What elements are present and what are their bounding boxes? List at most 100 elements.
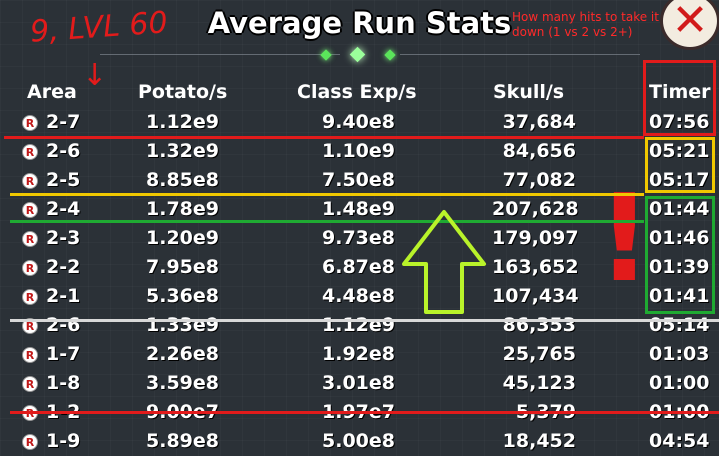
cell-potato: 1.12e9 [146,111,219,133]
close-icon: ✕ [671,0,709,46]
cell-skull: 86,353 [502,314,576,336]
cell-exp: 3.01e8 [322,372,395,394]
table-row[interactable]: R 2-7 1.12e9 9.40e8 37,684 07:56 [0,108,719,137]
area-icon: R [22,115,38,131]
cell-area: 2-7 [46,111,81,133]
cell-timer: 01:41 [649,285,710,307]
cell-skull: 45,123 [502,372,576,394]
cell-area: 2-6 [46,140,81,162]
gem-icon [384,49,396,61]
table-row[interactable]: R 2-5 8.85e8 7.50e8 77,082 05:17 [0,166,719,195]
area-icon: R [22,318,38,334]
cell-area: 1-8 [46,372,81,394]
cell-exp: 6.87e8 [322,256,395,278]
table-row[interactable]: R 2-2 7.95e8 6.87e8 163,652 01:39 [0,253,719,282]
cell-skull: 84,656 [502,140,576,162]
divider-red-bottom [10,411,719,414]
cell-timer: 01:00 [649,372,710,394]
cell-potato: 1.78e9 [146,198,219,220]
cell-area: 2-2 [46,256,81,278]
column-header-skull[interactable]: Skull/s [493,81,565,103]
cell-timer: 01:46 [649,227,710,249]
cell-potato: 1.33e9 [146,314,219,336]
area-icon: R [22,347,38,363]
column-header-exp[interactable]: Class Exp/s [297,81,417,103]
divider-white [10,319,719,322]
cell-timer: 01:03 [649,343,710,365]
cell-timer: 07:56 [649,111,710,133]
cell-skull: 25,765 [502,343,576,365]
arrow-down-icon: ↓ [82,58,108,93]
column-header-area[interactable]: Area [27,81,77,103]
cell-area: 2-4 [46,198,81,220]
cell-exp: 1.48e9 [322,198,395,220]
area-icon: R [22,173,38,189]
table-row[interactable]: R 2-1 5.36e8 4.48e8 107,434 01:41 [0,282,719,311]
area-icon: R [22,231,38,247]
title-divider-left [100,54,340,55]
cell-skull: 207,628 [492,198,579,220]
cell-exp: 1.12e9 [322,314,395,336]
cell-area: 2-3 [46,227,81,249]
divider-red-top [4,136,644,139]
exclamation-icon: ! [597,170,652,309]
cell-area: 2-6 [46,314,81,336]
cell-area: 2-1 [46,285,81,307]
cell-skull: 163,652 [492,256,579,278]
cell-skull: 18,452 [502,430,576,452]
timer-box-red [643,60,716,136]
cell-exp: 7.50e8 [322,169,395,191]
annotation-note: How many hits to take it down (1 vs 2 vs… [512,10,659,39]
table-row[interactable]: R 2-6 1.33e9 1.12e9 86,353 05:14 [0,311,719,340]
cell-exp: 9.40e8 [322,111,395,133]
cell-area: 1-7 [46,343,81,365]
cell-potato: 5.36e8 [146,285,219,307]
table-row[interactable]: R 1-9 5.89e8 5.00e8 18,452 04:54 [0,427,719,456]
cell-skull: 77,082 [502,169,576,191]
table-row[interactable]: R 1-8 3.59e8 3.01e8 45,123 01:00 [0,369,719,398]
table-row[interactable]: R 2-6 1.32e9 1.10e9 84,656 05:21 [0,137,719,166]
cell-timer: 05:14 [649,314,710,336]
cell-timer: 01:39 [649,256,710,278]
cell-potato: 5.89e8 [146,430,219,452]
area-icon: R [22,144,38,160]
cell-skull: 179,097 [492,227,579,249]
close-button[interactable]: ✕ [660,0,719,50]
cell-potato: 1.20e9 [146,227,219,249]
area-icon: R [22,202,38,218]
up-arrow-icon [402,210,486,314]
gem-icon [349,46,366,63]
timer-box-yellow [645,137,715,193]
cell-potato: 3.59e8 [146,372,219,394]
cell-exp: 5.00e8 [322,430,395,452]
area-icon: R [22,260,38,276]
window-title: Average Run Stats [207,6,512,40]
cell-potato: 1.32e9 [146,140,219,162]
column-header-potato[interactable]: Potato/s [138,81,228,103]
divider-green [10,220,644,223]
cell-area: 2-5 [46,169,81,191]
cell-exp: 1.10e9 [322,140,395,162]
area-icon: R [22,434,38,450]
cell-potato: 8.85e8 [146,169,219,191]
area-icon: R [22,376,38,392]
cell-timer: 05:21 [649,140,710,162]
cell-timer: 01:44 [649,198,710,220]
title-divider-right [400,54,640,55]
cell-potato: 7.95e8 [146,256,219,278]
cell-skull: 107,434 [492,285,579,307]
cell-skull: 37,684 [502,111,576,133]
column-header-timer[interactable]: Timer [649,81,711,103]
area-icon: R [22,289,38,305]
cell-exp: 4.48e8 [322,285,395,307]
timer-box-green [645,196,715,314]
cell-timer: 04:54 [649,430,710,452]
table-row[interactable]: R 2-3 1.20e9 9.73e8 179,097 01:46 [0,224,719,253]
cell-area: 1-9 [46,430,81,452]
table-row[interactable]: R 1-7 2.26e8 1.92e8 25,765 01:03 [0,340,719,369]
gem-icon [320,49,332,61]
cell-exp: 9.73e8 [322,227,395,249]
cell-potato: 2.26e8 [146,343,219,365]
cell-exp: 1.92e8 [322,343,395,365]
table-row[interactable]: R 2-4 1.78e9 1.48e9 207,628 01:44 [0,195,719,224]
